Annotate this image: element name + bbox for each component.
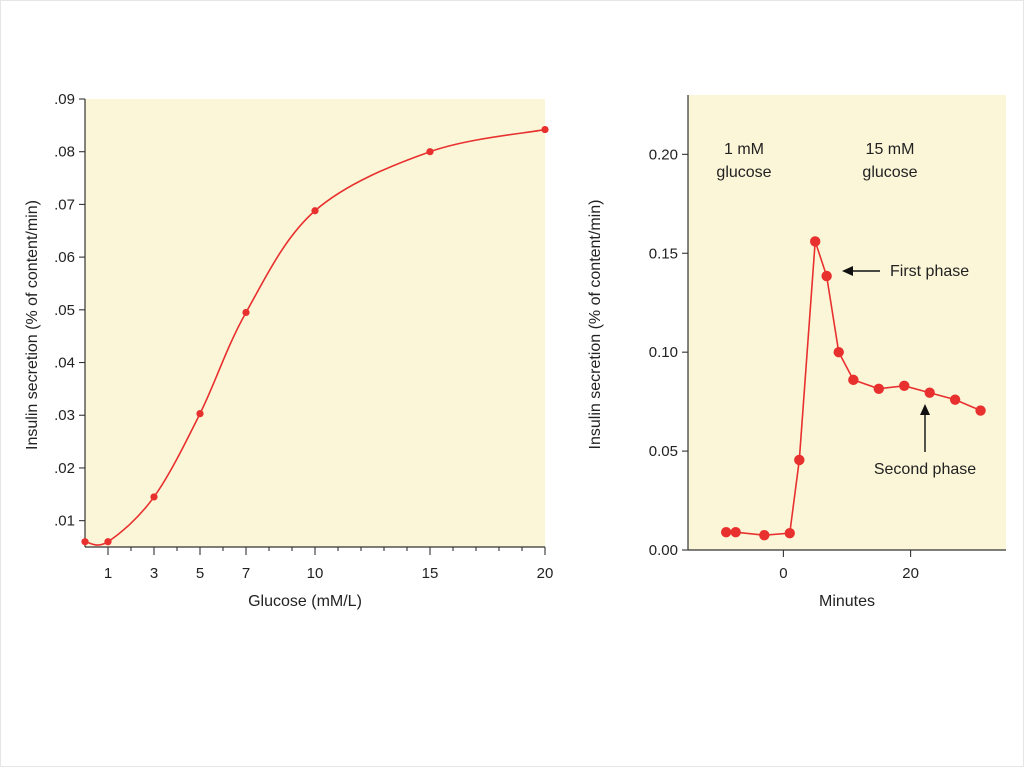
plot-area	[688, 95, 1006, 550]
x-tick-label: 15	[422, 565, 439, 582]
series-line	[84, 128, 546, 546]
y-tick-label: 0.20	[649, 146, 678, 163]
x-axis-title: Minutes	[819, 593, 875, 610]
data-point	[873, 383, 884, 394]
data-point	[242, 308, 250, 317]
y-tick-label: .02	[54, 460, 75, 477]
second-phase-arrowhead	[920, 404, 930, 415]
data-point	[899, 380, 910, 392]
y-tick-label: 0.05	[649, 443, 678, 460]
high-glucose-label: glucose	[862, 164, 917, 181]
data-point	[821, 270, 832, 282]
x-tick-label: 20	[537, 565, 554, 582]
data-point	[104, 538, 112, 546]
data-point	[924, 387, 935, 398]
x-tick-label: 10	[307, 565, 324, 582]
x-tick-label: 1	[104, 565, 112, 582]
data-point	[759, 529, 770, 541]
x-tick-label: 20	[902, 565, 919, 582]
data-point	[311, 207, 319, 215]
data-point	[426, 148, 434, 156]
y-tick-label: .07	[54, 196, 75, 213]
y-axis-title: Insulin secretion (% of content/min)	[587, 200, 604, 450]
insulin-secretion-time-chart: 0.00 0.05 0.10 0.15 0.20 0 20 Minutes Insulin se…	[587, 95, 1006, 610]
data-point	[833, 346, 844, 358]
data-point	[794, 454, 805, 466]
data-point	[720, 526, 732, 538]
low-glucose-label: 1 mM	[724, 141, 764, 158]
data-point	[730, 526, 741, 538]
data-point	[196, 410, 204, 418]
data-point	[150, 493, 158, 501]
data-point	[541, 125, 549, 134]
low-glucose-label: glucose	[716, 164, 771, 181]
data-point	[810, 236, 821, 247]
x-tick-label: 7	[242, 565, 250, 582]
plot-area	[85, 99, 545, 547]
y-tick-label: .05	[54, 302, 75, 319]
y-tick-label: .06	[54, 249, 75, 266]
y-tick-label: .04	[54, 355, 75, 372]
data-point	[949, 394, 961, 405]
x-axis-title: Glucose (mM/L)	[248, 593, 362, 610]
first-phase-arrowhead	[842, 266, 853, 276]
x-tick-label: 0	[779, 565, 787, 582]
x-tick-label: 5	[196, 565, 204, 582]
y-tick-label: 0.10	[649, 344, 678, 361]
second-phase-label: Second phase	[874, 461, 976, 478]
y-tick-label: .03	[54, 407, 75, 424]
y-tick-label: 0.00	[649, 542, 678, 559]
y-tick-label: .08	[54, 144, 75, 161]
data-point	[848, 374, 859, 386]
y-tick-label: .09	[54, 91, 75, 108]
data-point	[81, 538, 89, 546]
y-tick-label: 0.15	[649, 245, 678, 262]
data-point	[975, 405, 986, 416]
data-point	[784, 527, 795, 539]
first-phase-label: First phase	[890, 263, 969, 280]
x-tick-label: 3	[150, 565, 158, 582]
glucose-dose-response-chart: .01 .02 .03 .04 .05 .06 .07 .08 .09 1 3 5 7 10 15 20 Glu…	[24, 91, 553, 610]
y-axis-title: Insulin secretion (% of content/min)	[24, 200, 41, 450]
y-tick-label: .01	[54, 513, 75, 530]
high-glucose-label: 15 mM	[866, 141, 915, 158]
